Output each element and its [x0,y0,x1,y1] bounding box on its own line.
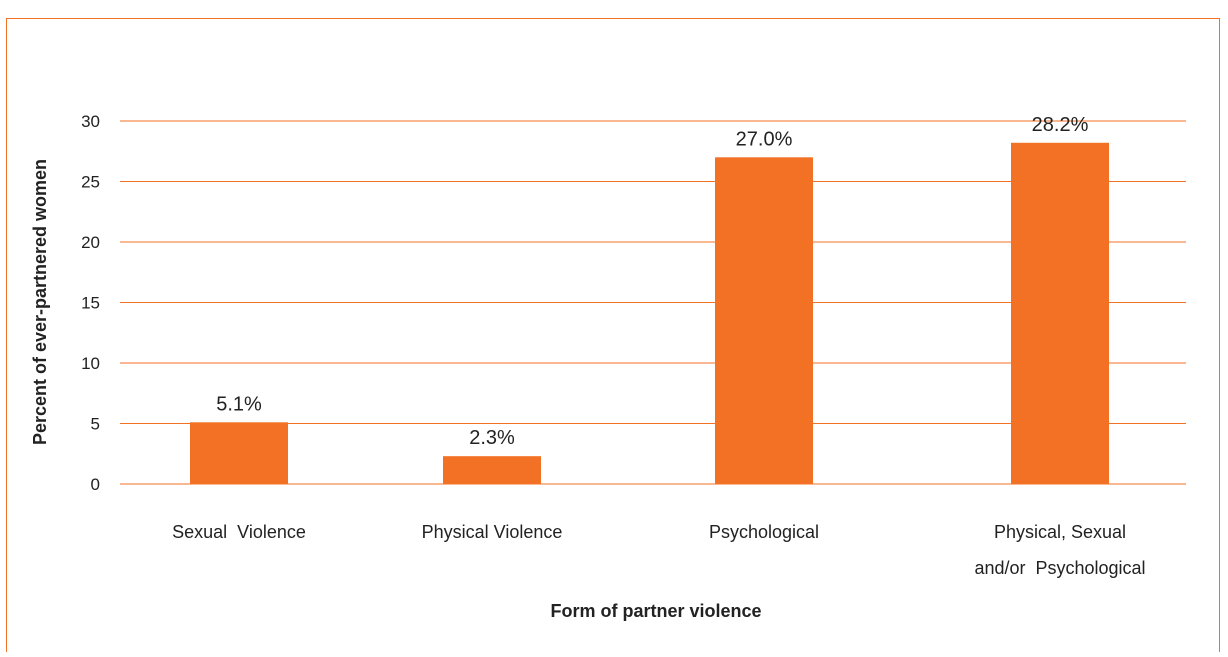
bar [715,157,813,485]
y-axis-ticks: 0 5 10 15 20 25 30 [81,112,100,494]
data-labels: 5.1% 2.3% 27.0% 28.2% [216,114,1088,449]
data-label: 27.0% [736,128,793,150]
x-tick-label: and/or Psychological [974,558,1145,578]
x-tick-label: Psychological [709,522,819,542]
x-axis-title: Form of partner violence [550,601,761,621]
y-tick-label: 5 [91,415,100,434]
y-tick-label: 0 [91,475,100,494]
bar [1011,142,1109,484]
bar [443,456,541,484]
y-tick-label: 25 [81,173,100,192]
data-label: 28.2% [1032,114,1089,136]
data-label: 2.3% [469,427,515,449]
y-tick-label: 20 [81,233,100,252]
gridlines [120,120,1186,485]
y-tick-label: 10 [81,354,100,373]
y-axis-title: Percent of ever-partnered women [30,159,50,445]
x-tick-label: Physical Violence [422,522,563,542]
chart-frame [6,18,1220,652]
bars [190,142,1109,485]
y-tick-label: 30 [81,112,100,131]
x-tick-label: Physical, Sexual [994,522,1126,542]
x-tick-label: Sexual Violence [172,522,306,542]
data-label: 5.1% [216,393,262,415]
x-axis-ticks: Sexual Violence Physical Violence Psycholo… [172,522,1145,578]
y-tick-label: 15 [81,294,100,313]
bar [190,422,288,484]
